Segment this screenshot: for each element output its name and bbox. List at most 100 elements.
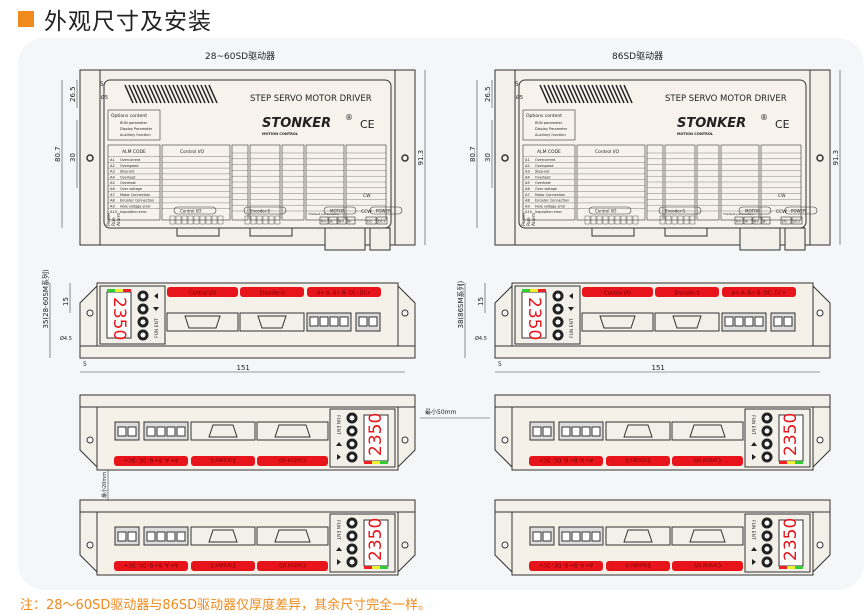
dim-151: 151: [652, 364, 665, 372]
dim-26-5: 26.5: [69, 86, 77, 102]
mount-hole: [86, 154, 94, 162]
terminal-screw: [591, 531, 601, 542]
down-arrow-icon: [336, 442, 342, 446]
brand-logo: STONKER: [262, 116, 331, 131]
led-label: Alarm: [116, 213, 122, 226]
db-shell: [599, 315, 636, 329]
options-box: [107, 109, 161, 141]
min-gap-vertical: 最小20mm: [101, 472, 108, 498]
status-led: [787, 566, 795, 569]
red-port-label: [191, 456, 255, 466]
dim-front-height: 38(86SM系列): [456, 280, 465, 328]
pin-cell: [632, 215, 639, 225]
display-window: [521, 291, 547, 339]
db-shell: [274, 424, 311, 438]
terminal-screw: [571, 531, 581, 542]
pin-cell: [626, 215, 633, 225]
panel-title: STEP SERVO MOTOR DRIVER: [250, 94, 372, 104]
port-label-box: [784, 206, 818, 215]
alarm-code: A7: [525, 193, 530, 197]
ce-mark: CE: [775, 118, 790, 131]
dim-5-front: 5: [498, 361, 502, 368]
vent-hatch: [136, 84, 146, 104]
key-button-face: [764, 546, 770, 552]
red-port-label: [582, 287, 653, 297]
red-port-label: [114, 456, 188, 466]
vent-hatch: [172, 84, 182, 104]
pin-cell: [614, 215, 621, 225]
key-button-face: [764, 441, 770, 447]
terminal-label: B+: [754, 220, 759, 224]
alarm-name: Overcurrent: [120, 158, 141, 162]
vent-hatch: [587, 84, 597, 104]
ce-mark: CE: [360, 118, 375, 131]
key-button-face: [349, 520, 355, 526]
vent-hatch: [567, 84, 577, 104]
param-table: [231, 144, 249, 221]
port-label: Control I/O: [595, 209, 616, 214]
terminal-label: B-: [763, 220, 767, 224]
vent-hatch: [148, 84, 158, 104]
db-connector: [581, 312, 654, 332]
mount-slot: [816, 541, 824, 549]
terminal-box: [752, 216, 762, 225]
vent-hatch: [559, 84, 569, 104]
segment-display: 2350: [524, 297, 544, 340]
vent-hatch: [160, 84, 170, 104]
alarm-name: Motor Connection: [120, 193, 150, 197]
dim-5-front: 5: [83, 361, 87, 368]
pin-cell: [659, 215, 666, 225]
vent-hatch: [575, 84, 585, 104]
alm-header: ALM CODE: [537, 149, 561, 155]
up-arrow-icon: [569, 293, 573, 299]
pin-cell: [262, 215, 269, 225]
red-port-label-text: A+ A- B+ B- DC- DC+: [539, 562, 593, 568]
terminal-screw: [117, 531, 127, 542]
port-label-box: [243, 206, 287, 215]
terminal-box: [365, 216, 377, 225]
up-arrow-icon: [337, 454, 341, 460]
mount-slot: [816, 436, 824, 444]
terminal-screw: [773, 316, 783, 327]
key-button-face: [349, 428, 355, 434]
vent-hatch: [192, 84, 202, 104]
red-port-label-text: A+ A- B+ B- DC- DC+: [124, 562, 178, 568]
vent-hatch: [595, 84, 605, 104]
db-connector: [671, 421, 744, 441]
key-button-face: [140, 306, 146, 312]
dim-15: 15: [477, 297, 485, 306]
option-item: RUN parameter: [535, 121, 563, 125]
red-port-label-text: A+ A- B+ B- DC- DC+: [732, 291, 786, 297]
red-port-label-text: Control I/O: [279, 562, 306, 568]
red-port-label-text: Encoder-S: [625, 457, 650, 463]
section-title-text: 外观尺寸及安装: [44, 9, 212, 35]
vent-hatch: [200, 84, 210, 104]
terminal-screw: [532, 531, 542, 542]
status-led: [364, 461, 372, 464]
dim-height: 80.7: [469, 146, 477, 162]
terminal-screw: [339, 316, 349, 327]
param-table: [664, 144, 696, 221]
red-port-label: [307, 287, 381, 297]
terminal-screw: [744, 316, 754, 327]
db-connector: [239, 312, 305, 332]
keys-label: FUN ENT: [569, 318, 575, 338]
mount-slot: [401, 541, 409, 549]
led-label: Power: [521, 212, 527, 226]
section-title: 外观尺寸及安装: [18, 4, 212, 35]
vent-hatch: [184, 84, 194, 104]
terminal-screw: [127, 426, 137, 437]
port-label-box: [588, 206, 632, 215]
alarm-code: A6: [525, 187, 530, 191]
terminal-screw: [146, 531, 156, 542]
min-gap-horizontal: 最小50mm: [425, 408, 456, 416]
status-led: [538, 289, 546, 292]
terminal-screw: [176, 531, 186, 542]
dim-hole: Ø5: [516, 94, 523, 101]
mount-hole: [401, 154, 409, 162]
pin-cell: [181, 215, 188, 225]
port-label: Encoder-S: [250, 209, 271, 214]
red-port-label-text: Encoder-S: [210, 457, 235, 463]
vent-hatch: [599, 84, 609, 104]
port-label: Encoder-S: [665, 209, 686, 214]
